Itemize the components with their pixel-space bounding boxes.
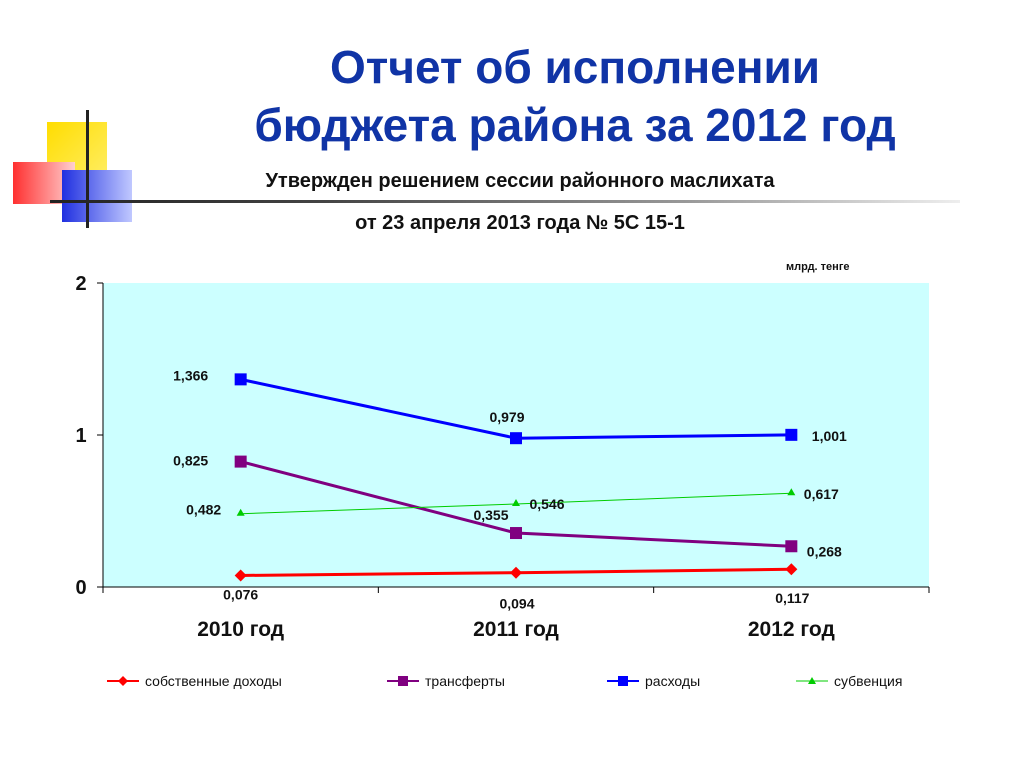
legend-label-transfers: трансферты — [425, 673, 505, 689]
legend-marker-triangle-icon — [796, 677, 828, 684]
data-label-subvention: 0,617 — [804, 486, 839, 502]
x-tick-label: 2012 год — [748, 618, 835, 641]
data-point-subvention — [512, 499, 520, 507]
data-point-expenses — [785, 428, 798, 441]
y-tick-label: 0 — [75, 577, 86, 599]
data-label-expenses: 1,366 — [173, 367, 208, 383]
data-label-subvention: 0,546 — [529, 496, 564, 512]
decor-horizontal-line — [50, 200, 960, 203]
data-point-subvention — [787, 488, 796, 496]
units-label: млрд. тенге — [786, 261, 850, 273]
data-point-own-revenue — [234, 569, 247, 582]
y-tick-label: 2 — [75, 273, 86, 295]
data-point-transfers — [234, 455, 247, 468]
legend-label-own-revenue: собственные доходы — [145, 673, 282, 689]
data-label-own-revenue: 0,076 — [223, 586, 258, 602]
legend-item-expenses: расходы — [607, 672, 700, 690]
legend-item-transfers: трансферты — [387, 672, 505, 690]
data-point-own-revenue — [510, 566, 522, 579]
legend-marker-square-icon — [387, 676, 419, 686]
x-tick-label: 2010 год — [197, 618, 284, 641]
legend-marker-diamond-icon — [107, 676, 139, 686]
y-tick-label: 1 — [75, 425, 86, 447]
data-label-transfers: 0,355 — [473, 507, 508, 523]
data-label-transfers: 0,825 — [173, 453, 208, 469]
title-line-1: Отчет об исполнении — [329, 41, 821, 93]
title-line-2: бюджета района за 2012 год — [254, 99, 896, 151]
page-title: Отчет об исполнении бюджета района за 20… — [150, 38, 1000, 154]
data-point-subvention — [236, 508, 245, 516]
legend-marker-square-icon — [607, 676, 639, 686]
data-point-own-revenue — [785, 563, 798, 576]
x-tick-label: 2011 год — [473, 618, 559, 641]
legend-item-subvention: субвенция — [796, 672, 902, 690]
data-label-own-revenue: 0,094 — [499, 596, 534, 612]
data-point-expenses — [234, 373, 247, 386]
data-label-own-revenue: 0,117 — [775, 590, 809, 606]
subtitle-line-2: от 23 апреля 2013 года № 5С 15-1 — [355, 212, 685, 234]
data-point-expenses — [510, 432, 522, 445]
data-point-transfers — [510, 527, 522, 540]
data-label-expenses: 1,001 — [812, 428, 847, 444]
data-point-transfers — [785, 540, 798, 553]
legend-label-expenses: расходы — [645, 673, 701, 689]
decor-blue-square — [62, 170, 132, 222]
data-label-transfers: 0,268 — [807, 543, 842, 559]
data-label-subvention: 0,482 — [186, 502, 221, 518]
data-label-expenses: 0,979 — [489, 409, 524, 425]
legend-item-own-revenue: собственные доходы — [107, 672, 282, 690]
subtitle-line-1: Утвержден решением сессии районного масл… — [265, 170, 775, 192]
decor-vertical-line — [86, 110, 89, 228]
legend-label-subvention: субвенция — [834, 673, 903, 689]
